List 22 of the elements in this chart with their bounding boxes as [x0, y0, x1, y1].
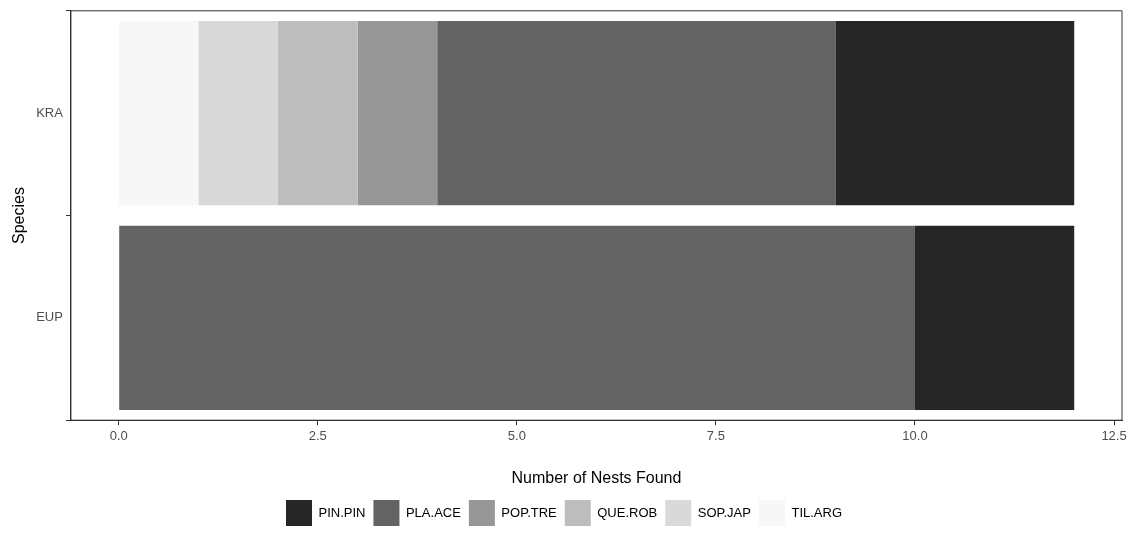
legend-label: PLA.ACE: [405, 504, 462, 520]
x-tick-label: 10.0: [902, 427, 928, 443]
legend-label: TIL.ARG: [791, 504, 843, 520]
bar: [437, 21, 836, 206]
legend-label: POP.TRE: [501, 504, 558, 520]
legend-label: PIN.PIN: [318, 504, 366, 520]
x-axis-title: Number of Nests Found: [511, 468, 682, 486]
y-tick-label: EUP: [36, 309, 63, 325]
bar: [277, 21, 358, 206]
x-tick-label: 12.5: [1101, 427, 1127, 443]
x-tick-label: 0.0: [109, 427, 128, 443]
x-tick-label: 7.5: [706, 427, 725, 443]
x-tick-label: 5.0: [507, 427, 526, 443]
bar: [357, 21, 438, 206]
legend-label: QUE.ROB: [597, 504, 658, 520]
bar: [835, 21, 1075, 206]
y-tick-label: KRA: [36, 104, 64, 120]
y-axis-title: Species: [10, 187, 28, 244]
bar: [119, 225, 915, 410]
bar: [914, 225, 1075, 410]
legend-label: SOP.JAP: [697, 504, 751, 520]
x-tick-label: 2.5: [308, 427, 327, 443]
